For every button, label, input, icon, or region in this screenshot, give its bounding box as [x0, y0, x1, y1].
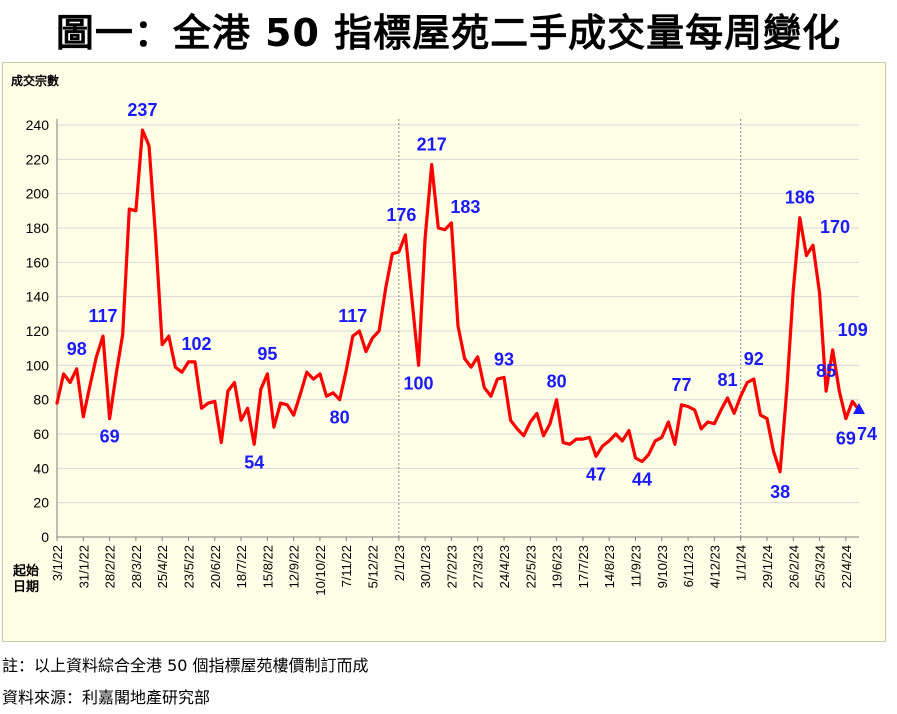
- data-labels: 9811769237102549580117176100217183938047…: [67, 100, 877, 502]
- x-tick-labels: 3/1/22 31/1/22 28/2/22 28/3/22 25/4/22 23/5/2…: [50, 545, 854, 596]
- x-tick-label: 12/9/22: [287, 545, 302, 588]
- x-tick-label: 30/1/23: [418, 545, 433, 588]
- y-tick-label: 140: [26, 289, 50, 305]
- data-label: 69: [836, 429, 856, 449]
- y-tick-label: 180: [26, 220, 50, 236]
- data-label: 81: [718, 370, 738, 390]
- x-tick-label: 27/2/23: [444, 545, 459, 588]
- data-label: 80: [547, 372, 567, 392]
- x-tick-label: 7/11/22: [339, 545, 354, 587]
- data-label: 85: [816, 361, 836, 381]
- x-tick-label: 1/1/24: [734, 545, 749, 581]
- data-label: 47: [586, 464, 606, 484]
- data-label: 77: [671, 375, 691, 395]
- x-axis-label-line: 起始: [12, 563, 39, 579]
- y-tick-label: 0: [41, 529, 49, 545]
- x-tick-label: 27/3/23: [471, 545, 486, 588]
- data-label: 102: [181, 334, 211, 354]
- x-tick-label: 10/10/22: [313, 545, 328, 596]
- data-label: 117: [88, 306, 117, 326]
- x-tick-label: 25/4/22: [155, 545, 170, 588]
- x-tick-label: 18/7/22: [234, 545, 249, 588]
- y-axis-label: 成交宗數: [11, 73, 59, 88]
- x-tick-label: 26/2/24: [786, 545, 801, 588]
- data-label: 237: [127, 100, 157, 120]
- x-tick-label: 5/12/22: [366, 545, 381, 588]
- y-tick-label: 100: [26, 357, 50, 373]
- x-tick-label: 22/4/24: [839, 545, 854, 588]
- series-line: [55, 128, 865, 474]
- data-label: 80: [330, 408, 350, 428]
- x-axis-label-line: 日期: [13, 580, 39, 595]
- last-point-marker: [853, 402, 865, 414]
- chart-panel: 98 117 69 237 102 54 95 80 117 176 100 217 183 93 80 47…: [2, 62, 886, 642]
- x-tick-label: 29/1/24: [760, 545, 775, 588]
- data-label: 92: [744, 349, 764, 369]
- data-label: 38: [770, 482, 790, 502]
- x-tick-label: 15/8/22: [260, 545, 275, 588]
- y-tick-labels: 0 20 40 60 80 100 120 140 160 180 200 220 240: [26, 117, 50, 545]
- chart-title: 圖一：全港 50 指標屋苑二手成交量每周變化: [55, 11, 842, 55]
- x-tick-label: 25/3/24: [813, 545, 828, 588]
- data-label: 176: [386, 205, 416, 225]
- y-tick-label: 220: [26, 151, 50, 167]
- data-label: 54: [244, 452, 264, 472]
- data-label: 217: [417, 134, 447, 154]
- x-tick-label: 28/3/22: [129, 545, 144, 588]
- y-tick-label: 160: [26, 254, 50, 270]
- y-tick-label: 240: [26, 117, 50, 133]
- data-label: 117: [338, 306, 367, 326]
- data-label: 69: [100, 427, 120, 447]
- data-label: 95: [257, 344, 277, 364]
- data-label: 93: [494, 349, 514, 369]
- line-chart: 9811769237102549580117176100217183938047…: [11, 73, 877, 596]
- data-label: 100: [404, 373, 434, 393]
- x-tick-label: 31/1/22: [76, 545, 91, 588]
- x-tick-label: 17/7/23: [576, 545, 591, 588]
- x-tick-label: 22/5/23: [523, 545, 538, 588]
- data-label: 74: [857, 424, 877, 444]
- x-tick-label: 23/5/22: [181, 545, 196, 588]
- source-note: 資料來源：利嘉閣地產研究部: [2, 688, 211, 707]
- footnote: 註：以上資料綜合全港 50 個指標屋苑樓價制訂而成: [2, 656, 369, 675]
- data-label: 183: [450, 197, 480, 217]
- data-label: 170: [820, 217, 850, 237]
- axes: [56, 119, 859, 541]
- y-tick-label: 200: [26, 186, 50, 202]
- x-tick-label: 2/1/23: [392, 545, 407, 581]
- y-tick-label: 120: [26, 323, 50, 339]
- data-label: 109: [838, 320, 868, 340]
- data-label: 44: [632, 469, 652, 489]
- y-tick-label: 80: [33, 392, 49, 408]
- series-line-path: [55, 128, 861, 474]
- x-tick-label: 20/6/22: [208, 545, 223, 588]
- x-tick-label: 9/10/23: [655, 545, 670, 588]
- y-tick-label: 20: [33, 495, 49, 511]
- x-tick-label: 6/11/23: [681, 545, 696, 587]
- x-tick-label: 4/12/23: [707, 545, 722, 588]
- x-tick-label: 14/8/23: [602, 545, 617, 588]
- x-tick-label: 19/6/23: [550, 545, 565, 588]
- x-tick-label: 24/4/23: [497, 545, 512, 588]
- data-label: 98: [67, 339, 87, 359]
- y-tick-label: 60: [33, 426, 49, 442]
- x-tick-label: 28/2/22: [103, 545, 118, 588]
- x-tick-label: 11/9/23: [628, 545, 643, 587]
- y-tick-label: 40: [33, 460, 49, 476]
- data-label: 186: [785, 188, 815, 208]
- year-separators: [398, 119, 742, 537]
- x-tick-label: 3/1/22: [50, 545, 65, 581]
